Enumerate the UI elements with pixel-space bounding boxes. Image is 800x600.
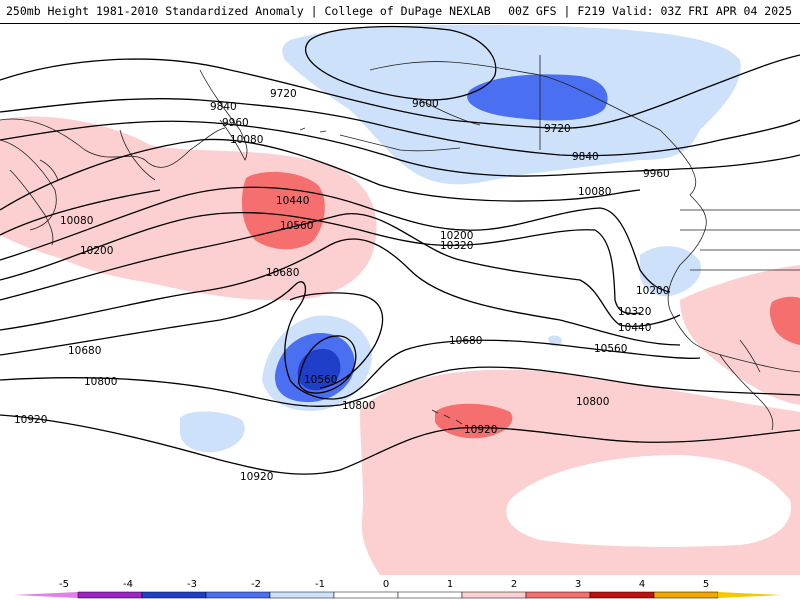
colorbar-swatch [461, 591, 527, 599]
contour-10680-loop [289, 292, 384, 389]
colorbar-swatch [589, 591, 655, 599]
map-title: 250mb Height 1981-2010 Standardized Anom… [6, 4, 491, 18]
contour-10440 [0, 212, 681, 327]
contour-label: 10200 [636, 285, 669, 297]
colorbar-tick-label: -4 [123, 579, 133, 590]
contour-label: 10080 [230, 134, 263, 146]
contour-label: 10200 [440, 230, 473, 242]
colorbar-tick-label: 4 [639, 579, 645, 590]
colorbar: -5 -4 -3 -2 -1 0 1 2 3 4 5 [0, 576, 800, 600]
anomaly-region-asia-light [0, 116, 377, 301]
contour-10320 [0, 211, 641, 315]
contour-label: 9720 [270, 88, 297, 100]
anomaly-region-westcoast-blue [639, 246, 701, 297]
contour-label: 10920 [14, 414, 47, 426]
colorbar-swatch [333, 591, 399, 599]
contour-label: 10560 [594, 343, 627, 355]
colorbar-tick-label: 0 [383, 579, 389, 590]
contour-label: 10680 [68, 345, 101, 357]
colorbar-tick-label: -5 [59, 579, 69, 590]
anomaly-region-hawaii-dark [435, 403, 513, 439]
contour-label: 10320 [618, 306, 651, 318]
coastlines [0, 55, 800, 431]
positive-anomaly-regions [0, 116, 800, 575]
contour-10920 [0, 414, 800, 475]
contour-9600 [304, 25, 497, 101]
colorbar-arrow-right [718, 592, 782, 598]
anomaly-region-alaska-dark [467, 74, 608, 121]
anomaly-region-asia-dark [241, 171, 325, 250]
contour-label: 10800 [576, 396, 609, 408]
contour-label: 9960 [222, 117, 249, 129]
contour-label: 10800 [84, 376, 117, 388]
contour-label: 10560 [304, 374, 337, 386]
contour-10800 [0, 366, 800, 407]
contour-10200 [0, 186, 671, 293]
coastline-kamchatka [199, 69, 248, 161]
colorbar-ticks: -5 -4 -3 -2 -1 0 1 2 3 4 5 [59, 579, 709, 590]
coastline-hawaii [431, 409, 463, 425]
contour-label: 9720 [544, 123, 571, 135]
contour-10680 [0, 281, 701, 400]
colorbar-tick-label: 5 [703, 579, 709, 590]
contour-label: 10680 [266, 267, 299, 279]
coastline-baja [719, 339, 774, 431]
contour-label: 10680 [449, 335, 482, 347]
colorbar-tick-label: -3 [187, 579, 197, 590]
contour-label: 9960 [643, 168, 670, 180]
colorbar-swatch [205, 591, 271, 599]
height-contours [0, 25, 800, 475]
contour-label: 9840 [210, 101, 237, 113]
contour-10080-west [0, 189, 161, 236]
contour-label: 9600 [412, 98, 439, 110]
contour-label: 10440 [276, 195, 309, 207]
coastline-asia [0, 118, 226, 231]
colorbar-swatches [14, 591, 782, 599]
contour-label: 10080 [578, 186, 611, 198]
contour-label: 10560 [280, 220, 313, 232]
contour-label: 10920 [240, 471, 273, 483]
colorbar-swatch [525, 591, 591, 599]
anomaly-region-small-blue [180, 411, 245, 453]
contour-9840 [0, 98, 800, 157]
colorbar-swatch [397, 591, 463, 599]
contour-label: 10080 [60, 215, 93, 227]
colorbar-tick-label: -2 [251, 579, 261, 590]
colorbar-tick-label: -1 [315, 579, 325, 590]
colorbar-tick-label: 3 [575, 579, 581, 590]
colorbar-swatch [77, 591, 143, 599]
contour-label: 10320 [440, 240, 473, 252]
contour-label: 10800 [342, 400, 375, 412]
contour-10080 [0, 138, 641, 211]
colorbar-arrow-left [14, 592, 78, 598]
contour-9960 [0, 120, 800, 177]
contour-labels: 9720 9600 9720 9840 9960 10080 9840 9960… [14, 88, 670, 483]
colorbar-swatch [269, 591, 335, 599]
contour-label: 10440 [618, 322, 651, 334]
colorbar-swatch [141, 591, 207, 599]
contour-label: 10200 [80, 245, 113, 257]
us-canada-border [680, 209, 800, 271]
colorbar-tick-label: 1 [447, 579, 453, 590]
contour-9720 [0, 54, 800, 129]
anomaly-region-hawaii-hole [506, 455, 791, 547]
coastline-alaska [369, 55, 697, 196]
anomaly-region-pacific-dark [297, 348, 341, 391]
model-run-info: 00Z GFS | F219 Valid: 03Z FRI APR 04 202… [508, 4, 792, 18]
colorbar-swatch [653, 591, 719, 599]
colorbar-tick-label: 2 [511, 579, 517, 590]
contour-label: 9840 [572, 151, 599, 163]
coastline-aleutians [299, 127, 461, 152]
title-bar: 250mb Height 1981-2010 Standardized Anom… [0, 0, 800, 24]
coastline-japan [9, 159, 59, 246]
contour-10560 [0, 238, 681, 346]
anomaly-region-mexico-dark [769, 296, 800, 345]
contour-label: 10920 [464, 424, 497, 436]
anomaly-region-mexico-light [680, 265, 800, 405]
anomaly-map: 9720 9600 9720 9840 9960 10080 9840 9960… [0, 24, 800, 575]
